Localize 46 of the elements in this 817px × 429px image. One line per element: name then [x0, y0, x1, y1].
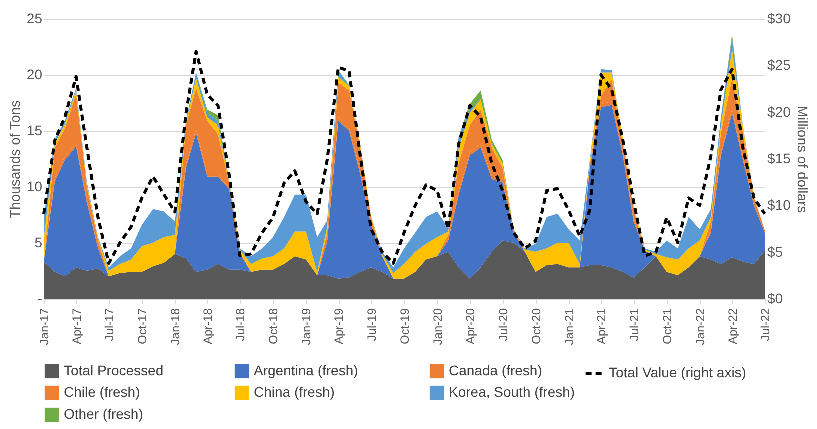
x-tick-label: Jul-21: [627, 308, 642, 342]
y2-tick-label: $15: [768, 150, 792, 166]
y-tick-label: 25: [26, 10, 43, 26]
legend-label: Total Value (right axis): [609, 364, 746, 380]
x-tick-label: Jul-17: [102, 308, 117, 342]
legend-label: Canada (fresh): [449, 362, 542, 378]
x-tick-label: Apr-18: [200, 308, 215, 345]
y2-tick-label: $20: [768, 104, 792, 120]
x-tick-label: Apr-19: [332, 308, 346, 345]
x-tick-label: Apr-22: [726, 308, 740, 345]
x-tick-label: Jul-20: [496, 308, 510, 342]
y2-tick-label: $10: [768, 197, 792, 214]
y-tick-label: -: [38, 290, 43, 306]
x-tick-label: Apr-21: [594, 308, 609, 345]
x-tick-label: Jul-22: [758, 308, 772, 342]
x-tick-label: Jan-21: [562, 308, 576, 346]
x-tick-label: Oct-19: [398, 308, 412, 345]
y2-tick-label: $30: [768, 10, 792, 26]
y-axis-title: Thousands of Tons: [6, 100, 23, 219]
y-tick-label: 15: [26, 122, 43, 138]
y2-tick-label: $0: [768, 290, 784, 306]
y2-tick-label: $5: [768, 244, 784, 260]
y-tick-label: 5: [34, 234, 43, 250]
legend-label: China (fresh): [254, 384, 335, 400]
x-tick-label: Jan-17: [38, 308, 52, 346]
x-tick-label: Apr-17: [70, 308, 84, 345]
x-tick-label: Jan-18: [168, 308, 183, 346]
y-tick-label: 20: [26, 66, 43, 82]
y2-axis-title: Millions of dollars: [794, 106, 811, 214]
legend-label: Other (fresh): [64, 406, 144, 422]
x-tick-label: Jul-19: [364, 308, 379, 342]
x-tick-label: Oct-18: [266, 308, 281, 345]
x-tick-label: Jul-18: [234, 308, 248, 342]
legend-label: Chile (fresh): [64, 384, 140, 400]
x-tick-label: Oct-17: [136, 308, 150, 345]
x-tick-label: Oct-20: [529, 308, 544, 345]
x-tick-label: Apr-20: [464, 308, 478, 345]
legend-label: Argentina (fresh): [254, 362, 358, 378]
y-tick-label: 10: [26, 178, 43, 194]
x-tick-label: Jan-19: [300, 308, 314, 346]
legend-label: Korea, South (fresh): [449, 384, 576, 400]
x-tick-label: Jan-20: [430, 308, 445, 346]
x-tick-label: Jan-22: [693, 308, 708, 346]
x-tick-label: Oct-21: [660, 308, 674, 345]
y2-tick-label: $25: [768, 57, 792, 74]
legend-label: Total Processed: [64, 362, 164, 378]
